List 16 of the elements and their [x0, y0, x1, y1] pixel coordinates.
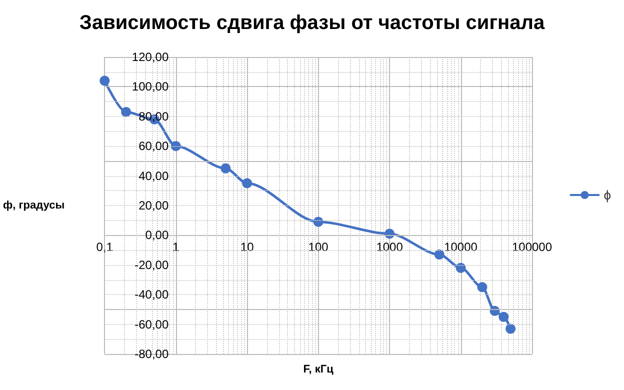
y-tick-label: 100,00: [132, 80, 169, 94]
y-tick-label: 40,00: [138, 168, 169, 183]
y-tick-label: -20,00: [134, 258, 169, 272]
y-tick-label: -60,00: [134, 317, 169, 332]
x-tick-label: 0,1: [96, 240, 114, 254]
y-tick-label: -40,00: [134, 288, 169, 302]
y-axis-title: ф, градусы: [2, 200, 65, 212]
chart-title: Зависимость сдвига фазы от частоты сигнала: [79, 12, 546, 34]
y-tick-label: -80,00: [134, 347, 169, 361]
x-tick-label: 100000: [512, 240, 552, 254]
y-tick-label: 20,00: [138, 198, 169, 212]
y-tick-label: 120,00: [132, 50, 169, 64]
y-tick-label: 0,00: [145, 228, 169, 242]
legend-label: ϕ: [604, 188, 611, 202]
x-axis-title: F, кГц: [303, 364, 334, 376]
y-tick-label: 60,00: [138, 139, 169, 154]
